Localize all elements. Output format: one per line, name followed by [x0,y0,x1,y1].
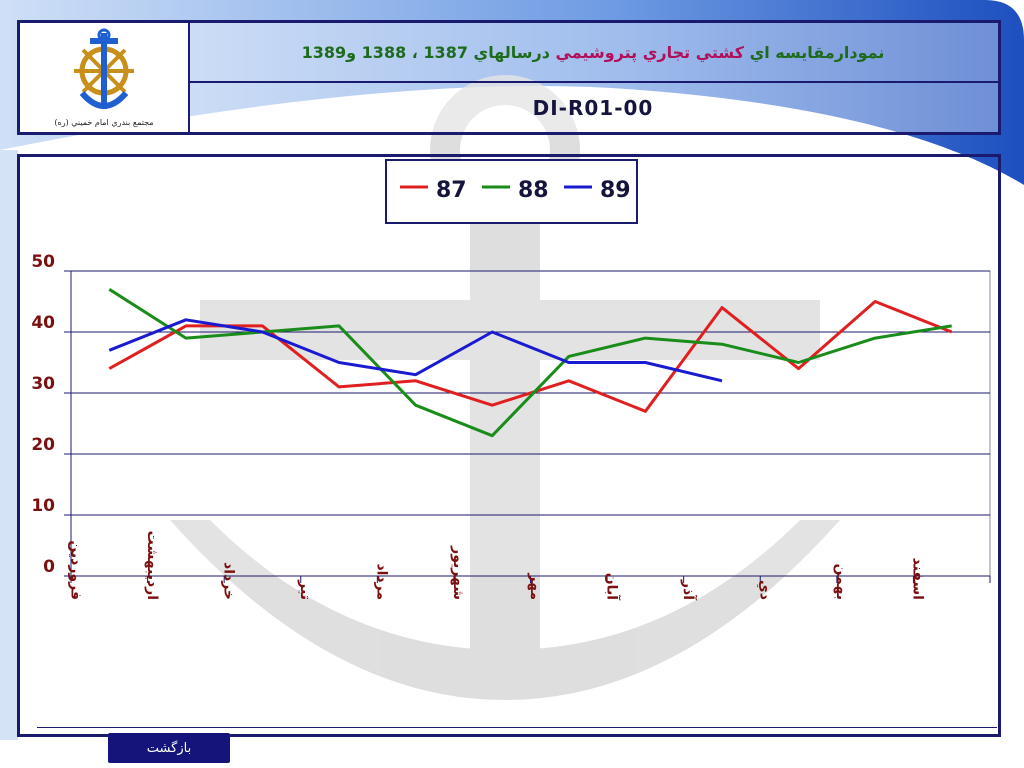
header-wave [0,0,1024,185]
y-tick-label: 20 [31,435,55,455]
legend-label-88: 88 [518,178,549,203]
document-code: DI-R01-00 [532,95,654,120]
watermark-anchor [170,75,840,700]
x-tick-label: تير [297,579,313,600]
x-tick-label: آبان [603,573,621,601]
y-tick-label: 0 [43,557,55,577]
anchor-logo-icon [74,28,134,109]
plot-area [70,270,991,577]
legend-box [385,159,638,224]
y-tick-label: 30 [31,374,55,394]
x-tick-label: آذر [680,579,698,601]
logo-caption: مجتمع بندري امام خميني (ره) [54,118,154,127]
x-tick-label: فروردين [67,540,83,600]
y-tick-label: 50 [31,252,55,272]
x-tick-label: اسفند [910,558,926,600]
legend-label-87: 87 [436,178,467,203]
page-title: نمودارمقايسه اي كشتي تجاري پتروشيمي درسا… [188,23,998,83]
y-tick-label: 10 [31,496,55,516]
title-part-2: كشتي تجاري پتروشيمي [555,42,744,62]
title-part-3: درسالهاي 1387 ، 1388 و1389 [301,42,550,62]
back-button[interactable]: بازگشت [108,733,230,763]
x-tick-label: مهر [527,572,543,600]
series-line-89 [108,318,723,383]
x-tick-label: بهمن [833,564,849,600]
line-chart: 0 10 20 30 40 50 فروردين ارديبهشت خرداد تير مرداد ش… [31,159,991,601]
x-tick-label: مرداد [374,563,390,600]
logo-cell: مجتمع بندري امام خميني (ره) [20,23,190,132]
series-line-88 [108,288,952,438]
x-tick-label: خرداد [220,562,236,600]
chart-frame: 0 10 20 30 40 50 فروردين ارديبهشت خرداد تير مرداد ش… [17,154,1001,737]
x-tick-label: دي [756,580,773,600]
y-tick-label: 40 [31,313,55,333]
x-tick-label: شهريور [450,545,466,600]
legend-label-89: 89 [600,178,631,203]
x-tick-label: ارديبهشت [144,531,160,600]
footer-divider [37,727,997,728]
header-panel: مجتمع بندري امام خميني (ره) نمودارمقايسه… [17,20,1001,135]
title-part-1: نمودارمقايسه اي [749,42,885,62]
